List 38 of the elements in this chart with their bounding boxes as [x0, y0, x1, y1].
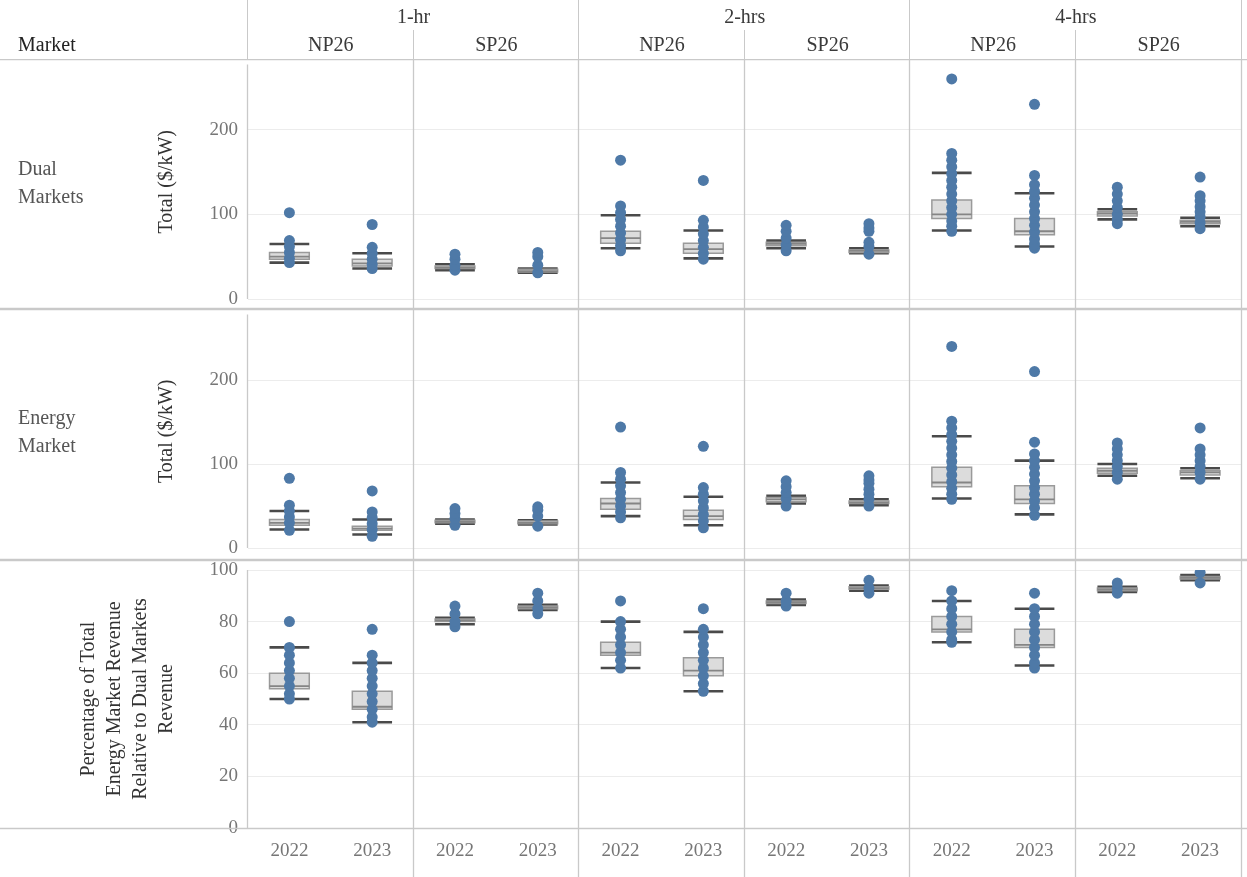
y-tick-label: 200	[209, 368, 238, 389]
y-tick-label: 100	[209, 451, 238, 473]
y-axis-title: Total ($/kW)	[153, 379, 177, 484]
y-tick-label: 0	[228, 286, 238, 308]
y-tick-label: 80	[219, 609, 238, 631]
y-axis-title: Percentage of Total Energy Market Revenue Relative to Dual Markets Revenue	[75, 597, 176, 800]
text: Market	[18, 33, 76, 55]
text: SP26	[475, 33, 518, 55]
y-axis-title: Total ($/kW)	[153, 129, 177, 234]
x-tick-label: 2022	[1098, 839, 1137, 861]
x-tick-label: 2023	[1181, 839, 1220, 861]
text: NP26	[639, 33, 685, 55]
text: 4-hrs	[1055, 5, 1097, 27]
x-tick-label: 2023	[1015, 839, 1054, 861]
y-tick-label: 100	[209, 202, 238, 224]
y-tick-label: 100	[209, 557, 238, 579]
text: Energy Market	[18, 406, 76, 457]
x-tick-label: 2023	[684, 839, 723, 861]
y-tick-label: 20	[219, 764, 238, 786]
text: Dual Markets	[18, 156, 84, 207]
x-tick-label: 2023	[849, 839, 888, 861]
x-tick-label: 2022	[767, 839, 806, 861]
text: NP26	[308, 33, 354, 55]
x-tick-label: 2022	[932, 839, 971, 861]
text: 1-hr	[396, 5, 431, 27]
y-tick-label: 0	[228, 535, 238, 557]
x-tick-label: 2023	[518, 839, 557, 861]
x-tick-label: 2022	[270, 839, 309, 861]
x-tick-label: 2022	[601, 839, 640, 861]
text: SP26	[806, 33, 849, 55]
x-tick-label: 2022	[435, 839, 474, 861]
text: NP26	[970, 33, 1016, 55]
y-tick-label: 60	[219, 661, 238, 683]
x-tick-label: 2023	[353, 839, 392, 861]
y-tick-label: 40	[219, 712, 238, 734]
text: 2-hrs	[724, 5, 766, 27]
y-tick-label: 200	[209, 117, 238, 139]
text: SP26	[1137, 33, 1180, 55]
